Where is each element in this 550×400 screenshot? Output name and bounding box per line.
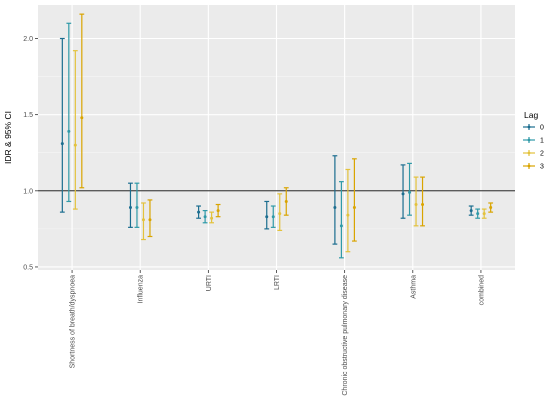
x-tick-label: combined [478,275,485,305]
estimate-point [73,143,77,147]
estimate-point [469,209,473,213]
x-tick-label: Chronic obstructive pulmonary disease [342,275,349,396]
x-tick-label: Asthma [410,275,417,299]
estimate-point [482,212,486,216]
errorbar-2-6 [481,208,487,219]
estimate-point [284,199,288,203]
estimate-point [352,206,356,210]
y-axis-title: IDR & 95% CI [3,111,13,164]
errorbar-0-5 [400,164,406,219]
legend-key-point [527,164,531,168]
y-tick-label: 1.5 [23,112,33,119]
estimate-point [339,224,343,228]
x-axis-ticks: Shortness of breath/dyspnoea Influenza URT… [70,270,485,396]
x-tick-label: LRTI [274,275,281,290]
legend-items: 0 1 2 3 [523,124,544,171]
legend-key-point [527,125,531,129]
y-tick-label: 1.0 [23,188,33,195]
estimate-point [128,206,132,210]
errorbar-0-1 [128,182,133,228]
errorbar-2-4 [345,168,351,253]
estimate-point [203,215,207,219]
errorbar-1-6 [475,208,481,219]
errorbar-2-5 [413,176,419,227]
estimate-point [216,209,220,213]
legend-label: 3 [540,164,544,171]
estimate-point [265,215,269,219]
errorbar-1-1 [134,182,140,228]
data-marks [59,13,494,259]
errorbar-0-4 [332,155,338,245]
errorbar-0-0 [59,37,65,213]
estimate-point [333,206,337,210]
x-tick-label: Influenza [138,275,145,304]
estimate-point [60,142,64,146]
legend: Lag 0 1 2 3 [523,110,544,171]
estimate-point [80,116,84,120]
y-tick-label: 0.5 [23,264,33,271]
estimate-point [401,192,405,196]
errorbar-1-4 [338,181,344,259]
estimate-point [67,129,71,133]
legend-label: 0 [540,125,544,132]
legend-item-3: 3 [523,163,544,171]
errorbar-1-2 [202,210,208,224]
estimate-point [476,212,480,216]
estimate-point [135,206,139,210]
errorbar-3-0 [79,13,85,189]
estimate-point [141,218,145,222]
legend-title: Lag [524,110,538,120]
errorbar-1-0 [66,22,72,203]
estimate-point [197,210,201,214]
legend-key-point [527,138,531,142]
errorbar-3-1 [147,199,153,238]
estimate-point [210,216,214,220]
estimate-point [489,206,493,210]
errorbar-0-2 [196,205,202,219]
errorbar-2-2 [209,211,215,224]
estimate-point [271,215,275,219]
errorbar-3-4 [351,158,357,242]
legend-item-1: 1 [523,137,544,145]
estimate-point [414,203,418,207]
legend-key-point [527,151,531,155]
y-axis-ticks: 0.5 1.0 1.5 2.0 [23,36,38,271]
errorbar-0-6 [468,205,474,216]
errorbar-1-5 [407,162,412,216]
legend-label: 1 [540,138,544,145]
estimate-point [346,213,350,217]
legend-item-2: 2 [523,150,544,158]
errorbar-3-6 [488,202,494,213]
x-tick-label: URTI [206,275,213,291]
errorbar-2-3 [277,193,283,232]
legend-item-0: 0 [523,124,544,132]
estimate-point [421,203,425,207]
errorbar-0-3 [264,200,270,230]
errorbar-3-3 [283,187,289,216]
errorbar-1-3 [270,205,276,228]
estimate-point [408,190,412,194]
errorbar-3-5 [420,176,425,227]
estimate-point [148,218,152,222]
legend-label: 2 [540,151,544,158]
x-tick-label: Shortness of breath/dyspnoea [70,275,77,369]
errorbar-2-0 [72,50,78,210]
y-tick-label: 2.0 [23,36,33,43]
errorbar-3-2 [215,203,221,218]
estimate-point [278,212,282,216]
errorbar-2-1 [141,202,146,241]
